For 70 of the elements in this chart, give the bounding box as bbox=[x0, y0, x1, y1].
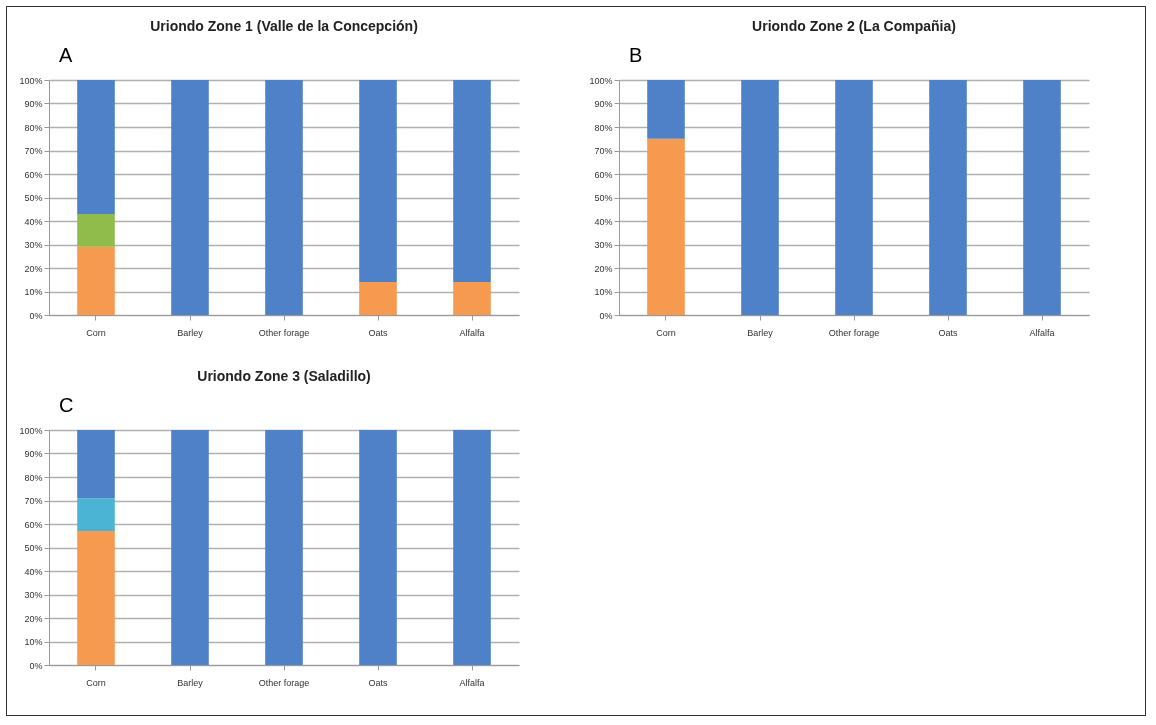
x-tick-label: Barley bbox=[177, 677, 204, 688]
y-tick-label: 100% bbox=[19, 425, 43, 436]
bar bbox=[359, 80, 397, 283]
bar bbox=[453, 282, 491, 315]
bar bbox=[359, 282, 397, 315]
y-tick-label: 20% bbox=[24, 613, 43, 624]
y-tick-label: 60% bbox=[594, 169, 613, 180]
y-tick-label: 80% bbox=[594, 122, 613, 133]
x-tick-label: Barley bbox=[747, 327, 774, 338]
y-tick-label: 30% bbox=[24, 590, 43, 600]
bar bbox=[77, 498, 115, 532]
y-tick-label: 70% bbox=[24, 146, 43, 156]
x-tick-label: Corn bbox=[86, 327, 106, 338]
bar bbox=[171, 430, 209, 665]
y-tick-label: 90% bbox=[24, 99, 43, 109]
y-tick-label: 70% bbox=[24, 496, 43, 506]
y-tick-label: 40% bbox=[594, 216, 613, 227]
x-tick-label: Alfalfa bbox=[459, 327, 485, 338]
y-tick-label: 0% bbox=[599, 310, 613, 321]
x-tick-label: Oats bbox=[938, 327, 958, 338]
x-tick-label: Other forage bbox=[258, 677, 310, 688]
y-tick-label: 20% bbox=[24, 263, 43, 274]
chart-title: Uriondo Zone 3 (Saladillo) bbox=[197, 368, 371, 384]
x-tick-label: Alfalfa bbox=[459, 677, 485, 688]
bar bbox=[453, 80, 491, 283]
y-tick-label: 60% bbox=[24, 169, 43, 180]
bar bbox=[77, 213, 115, 247]
y-tick-label: 10% bbox=[594, 287, 613, 297]
y-tick-label: 70% bbox=[594, 146, 613, 156]
x-tick-label: Corn bbox=[86, 677, 106, 688]
chart-title: Uriondo Zone 2 (La Compañia) bbox=[752, 18, 956, 34]
text: C bbox=[59, 394, 74, 416]
y-tick-label: 40% bbox=[24, 216, 43, 227]
y-tick-label: 30% bbox=[24, 240, 43, 250]
y-tick-label: 30% bbox=[594, 240, 613, 250]
y-tick-label: 100% bbox=[589, 75, 613, 86]
y-tick-label: 50% bbox=[24, 543, 43, 553]
y-tick-label: 80% bbox=[24, 472, 43, 483]
bar bbox=[265, 80, 303, 315]
bar bbox=[359, 430, 397, 665]
y-tick-label: 10% bbox=[24, 637, 43, 647]
bar bbox=[77, 531, 115, 665]
y-tick-label: 0% bbox=[29, 660, 43, 671]
y-tick-label: 60% bbox=[24, 519, 43, 530]
x-tick-label: Barley bbox=[177, 327, 204, 338]
bar bbox=[77, 246, 115, 315]
y-tick-label: 20% bbox=[594, 263, 613, 274]
y-tick-label: 40% bbox=[24, 566, 43, 577]
bar bbox=[453, 430, 491, 665]
text: A bbox=[59, 44, 73, 66]
y-tick-label: 10% bbox=[24, 287, 43, 297]
chart-title: Uriondo Zone 1 (Valle de la Concepción) bbox=[150, 18, 418, 34]
y-tick-label: 90% bbox=[594, 99, 613, 109]
bar bbox=[77, 80, 115, 214]
bar bbox=[265, 430, 303, 665]
x-tick-label: Other forage bbox=[828, 327, 880, 338]
y-tick-label: 50% bbox=[594, 193, 613, 203]
y-tick-label: 50% bbox=[24, 193, 43, 203]
bar bbox=[77, 430, 115, 499]
x-tick-label: Oats bbox=[368, 677, 388, 688]
x-tick-label: Alfalfa bbox=[1029, 327, 1055, 338]
y-tick-label: 80% bbox=[24, 122, 43, 133]
bar bbox=[171, 80, 209, 315]
x-tick-label: Corn bbox=[656, 327, 676, 338]
x-tick-label: Other forage bbox=[258, 327, 310, 338]
y-tick-label: 90% bbox=[24, 449, 43, 459]
x-tick-label: Oats bbox=[368, 327, 388, 338]
text: B bbox=[629, 44, 643, 66]
y-tick-label: 0% bbox=[29, 310, 43, 321]
y-tick-label: 100% bbox=[19, 75, 43, 86]
